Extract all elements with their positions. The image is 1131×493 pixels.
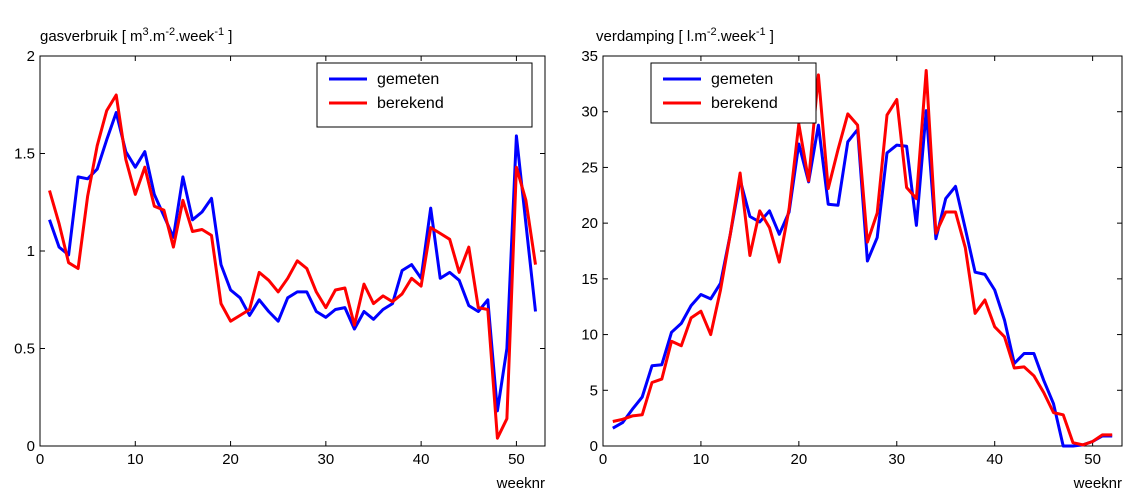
chart-verdamping-svg: verdamping [ l.m-2.week-1 ] 0 10 20 30 40 50 0 5… (581, 26, 1123, 492)
title-superscript: -1 (214, 26, 224, 38)
x-tick-label: 30 (318, 451, 335, 468)
title-superscript: -1 (756, 26, 766, 38)
legend-label-berekend: berekend (711, 95, 778, 112)
x-tick-label: 30 (888, 451, 905, 468)
legend-box (650, 62, 817, 124)
chart-title: verdamping [ l.m-2.week-1 ] (596, 26, 774, 45)
y-tick-label: 0.5 (14, 341, 35, 358)
series-line-berekend (612, 69, 1113, 447)
x-tick-label: 20 (222, 451, 239, 468)
series-line-gemeten (612, 109, 1113, 448)
axes-frame (602, 55, 1123, 447)
y-tick-label: 35 (581, 48, 598, 65)
x-tick-label: 10 (693, 451, 710, 468)
y-tick-label: 20 (581, 215, 598, 232)
x-tick-label: 40 (986, 451, 1003, 468)
y-tick-label: 15 (581, 271, 598, 288)
legend-label-berekend: berekend (377, 95, 444, 112)
x-tick-label: 20 (791, 451, 808, 468)
series-line-berekend (48, 93, 537, 440)
y-tick-label: 1 (27, 243, 35, 260)
legend-label-gemeten: gemeten (711, 71, 773, 88)
x-tick-label: 40 (413, 451, 430, 468)
x-tick-label: 0 (36, 451, 44, 468)
series-line-gemeten (48, 111, 537, 413)
x-tick-label: 0 (599, 451, 607, 468)
x-tick-label: 50 (508, 451, 525, 468)
y-tick-label: 30 (581, 104, 598, 121)
title-superscript: -2 (707, 26, 717, 38)
chart-gasverbruik-svg: gasverbruik [ m3.m-2.week-1 ]0 10 20 30 40 50… (14, 26, 546, 492)
legend: gemeten berekend (316, 62, 533, 128)
title-part: ] (766, 28, 774, 45)
title-superscript: 3 (143, 26, 149, 38)
chart-gasverbruik: gasverbruik [ m3.m-2.week-1 ] 0 10 20 30 40 50… (14, 26, 546, 492)
x-axis-label: weeknr (1073, 475, 1122, 492)
legend-box (316, 62, 533, 128)
title-part: .m (149, 28, 166, 45)
y-tick-label: 0 (27, 438, 35, 455)
y-tick-label: 5 (590, 382, 598, 399)
x-tick-label: 10 (127, 451, 144, 468)
title-part: verdamping [ l.m (596, 28, 707, 45)
title-part: gasverbruik [ m (40, 28, 143, 45)
x-axis-label: weeknr (496, 475, 545, 492)
title-part: .week (717, 28, 757, 45)
title-superscript: -2 (165, 26, 175, 38)
legend-label-gemeten: gemeten (377, 71, 439, 88)
chart-title: gasverbruik [ m3.m-2.week-1 ] (40, 26, 232, 45)
y-tick-label: 25 (581, 159, 598, 176)
y-tick-label: 10 (581, 327, 598, 344)
y-tick-label: 1.5 (14, 146, 35, 163)
x-tick-label: 50 (1084, 451, 1101, 468)
y-tick-label: 2 (27, 48, 35, 65)
title-part: ] (224, 28, 232, 45)
chart-verdamping: verdamping [ l.m-2.week-1 ] 0 10 20 30 40 50 0 5… (566, 0, 1131, 493)
y-tick-label: 0 (590, 438, 598, 455)
legend: gemeten berekend (650, 62, 817, 124)
title-part: .week (175, 28, 215, 45)
